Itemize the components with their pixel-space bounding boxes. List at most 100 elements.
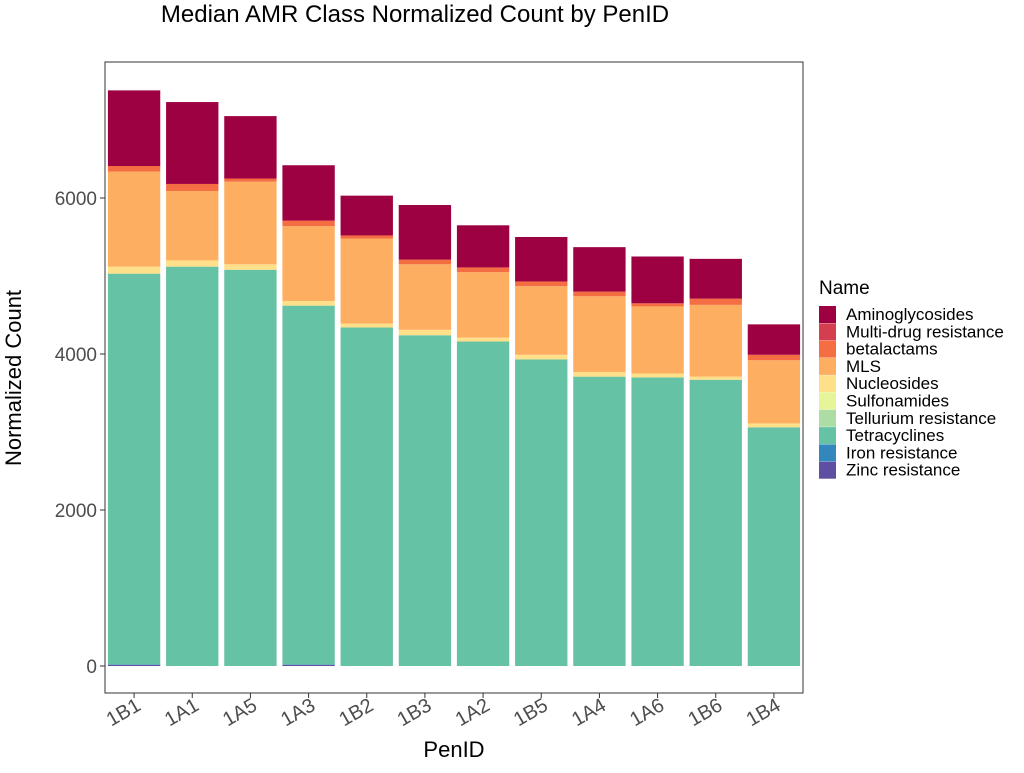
- bar-segment-1B3-betalactams: [399, 260, 451, 265]
- x-axis-label: PenID: [423, 737, 484, 762]
- bar-segment-1A3-betalactams: [282, 221, 334, 226]
- legend-label: Sulfonamides: [846, 392, 949, 411]
- bar-segment-1B3-nucleosides: [399, 330, 451, 335]
- bar-segment-1A4-tetracyclines: [573, 377, 625, 666]
- bar-segment-1B5-nucleosides: [515, 355, 567, 360]
- legend-swatch: [819, 341, 836, 358]
- bar-segment-1A2-nucleosides: [457, 338, 509, 342]
- bar-segment-1A5-mls: [224, 182, 276, 265]
- x-tick-label-1A2: 1A2: [452, 694, 494, 731]
- bar-segment-1B1-aminoglycosides: [108, 90, 160, 166]
- bar-segment-1A2-tetracyclines: [457, 342, 509, 666]
- bar-segment-1A6-nucleosides: [631, 374, 683, 378]
- legend-swatch: [819, 375, 836, 392]
- x-tick-label-1B5: 1B5: [510, 694, 552, 731]
- legend-swatch: [819, 462, 836, 479]
- legend-swatch: [819, 427, 836, 444]
- bar-segment-1B5-mls: [515, 286, 567, 355]
- bar-segment-1B3-tetracyclines: [399, 335, 451, 666]
- x-tick-label-1A3: 1A3: [277, 694, 319, 731]
- bar-segment-1B5-aminoglycosides: [515, 237, 567, 281]
- chart-title: Median AMR Class Normalized Count by Pen…: [161, 1, 669, 28]
- bar-segment-1B5-tetracyclines: [515, 359, 567, 666]
- bar-segment-1A5-aminoglycosides: [224, 116, 276, 178]
- bar-segment-1B4-aminoglycosides: [748, 324, 800, 354]
- bar-stack-1B1: [108, 90, 160, 666]
- bar-segment-1B6-aminoglycosides: [690, 259, 742, 299]
- legend-swatch: [819, 323, 836, 340]
- bar-segment-1B1-mls: [108, 171, 160, 266]
- bar-segment-1B2-betalactams: [341, 235, 393, 238]
- bar-segment-1A6-tetracyclines: [631, 377, 683, 666]
- bar-stack-1B5: [515, 237, 567, 666]
- y-tick-label: 4000: [55, 345, 97, 366]
- legend-label: Zinc resistance: [846, 461, 960, 480]
- bar-segment-1B1-betalactams: [108, 166, 160, 171]
- bar-segment-1A1-nucleosides: [166, 260, 218, 266]
- bar-segment-1A5-nucleosides: [224, 264, 276, 269]
- bar-segment-1A2-aminoglycosides: [457, 225, 509, 267]
- y-tick-label: 2000: [55, 501, 97, 522]
- bar-segment-1B3-mls: [399, 264, 451, 330]
- x-tick-label-1B6: 1B6: [684, 694, 726, 731]
- legend-swatch: [819, 444, 836, 461]
- bar-segment-1A1-aminoglycosides: [166, 102, 218, 184]
- bar-segment-1B4-betalactams: [748, 355, 800, 360]
- bar-stack-1A2: [457, 225, 509, 666]
- bar-segment-1A1-tetracyclines: [166, 267, 218, 666]
- bar-stack-1A6: [631, 257, 683, 667]
- bar-segment-1B2-mls: [341, 239, 393, 324]
- legend-swatch: [819, 393, 836, 410]
- bar-segment-1A3-aminoglycosides: [282, 165, 334, 220]
- legend-label: Tetracyclines: [846, 426, 944, 445]
- bar-segment-1B2-nucleosides: [341, 324, 393, 328]
- bar-stack-1A5: [224, 116, 276, 666]
- bar-stack-1A3: [282, 165, 334, 666]
- legend-label: Multi-drug resistance: [846, 322, 1004, 341]
- bar-segment-1A6-betalactams: [631, 303, 683, 306]
- legend-swatch: [819, 358, 836, 375]
- bar-stack-1B3: [399, 205, 451, 666]
- bar-stack-1B4: [748, 324, 800, 666]
- bar-segment-1B4-nucleosides: [748, 423, 800, 427]
- bar-segment-1A5-tetracyclines: [224, 270, 276, 666]
- legend-label: Iron resistance: [846, 443, 958, 462]
- y-tick-label: 6000: [55, 189, 97, 210]
- y-axis: 0 2000 4000 6000: [55, 189, 105, 678]
- bar-segment-1A4-nucleosides: [573, 372, 625, 377]
- bar-segment-1A4-aminoglycosides: [573, 247, 625, 291]
- bar-segment-1B6-nucleosides: [690, 377, 742, 380]
- x-tick-label-1A6: 1A6: [626, 694, 668, 731]
- bar-segment-1B6-mls: [690, 305, 742, 377]
- bar-segment-1B3-aminoglycosides: [399, 205, 451, 260]
- bar-stack-1B6: [690, 259, 742, 666]
- bar-segment-1A4-betalactams: [573, 292, 625, 297]
- bar-segment-1B6-betalactams: [690, 299, 742, 305]
- y-tick-label: 0: [86, 657, 97, 678]
- bar-segment-1A3-zinc-resistance: [282, 665, 334, 666]
- bar-segment-1B5-betalactams: [515, 281, 567, 286]
- legend-swatch: [819, 306, 836, 323]
- bar-segment-1A6-mls: [631, 306, 683, 373]
- x-tick-label-1A1: 1A1: [161, 694, 203, 731]
- x-tick-label-1A5: 1A5: [219, 694, 261, 731]
- bar-stack-1A4: [573, 247, 625, 666]
- legend-label: MLS: [846, 357, 881, 376]
- bar-segment-1A1-mls: [166, 191, 218, 260]
- bar-segment-1B1-nucleosides: [108, 267, 160, 274]
- x-tick-label-1B2: 1B2: [335, 694, 377, 731]
- bars-layer: [108, 90, 800, 666]
- bar-segment-1A1-betalactams: [166, 184, 218, 191]
- x-tick-label-1B3: 1B3: [394, 694, 436, 731]
- legend-label: betalactams: [846, 340, 938, 359]
- bar-segment-1B1-zinc-resistance: [108, 665, 160, 666]
- bar-stack-1B2: [341, 196, 393, 666]
- bar-segment-1A3-nucleosides: [282, 301, 334, 306]
- bar-segment-1B2-aminoglycosides: [341, 196, 393, 236]
- bar-segment-1B2-tetracyclines: [341, 327, 393, 666]
- bar-segment-1B4-tetracyclines: [748, 427, 800, 666]
- bar-segment-1A2-betalactams: [457, 267, 509, 272]
- bar-stack-1A1: [166, 102, 218, 666]
